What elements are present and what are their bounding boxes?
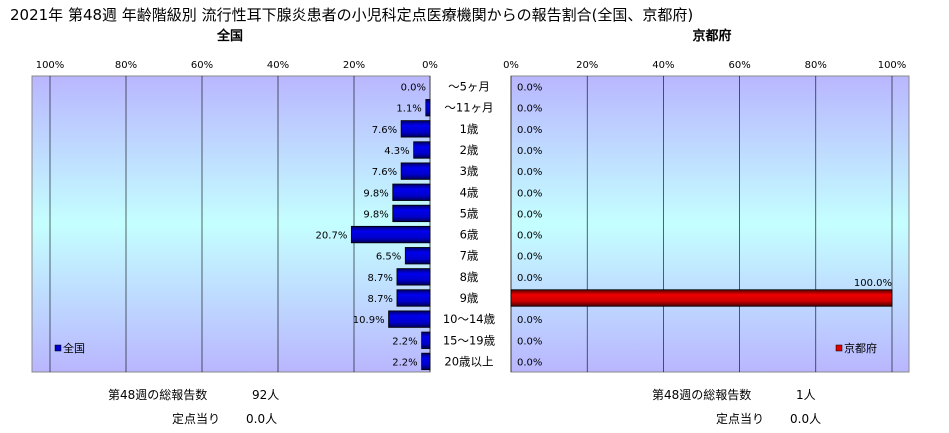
kyoto-data-label: 0.0% xyxy=(517,357,542,368)
kyoto-panel: 京都府 0% 20% 40% 60% 80% 100% 0.0% 0.0% 0.0% 0.0% 0.0… xyxy=(503,28,910,373)
national-data-label: 9.8% xyxy=(363,209,388,220)
kyoto-data-label: 0.0% xyxy=(517,252,542,263)
kyoto-data-label: 0.0% xyxy=(517,104,542,115)
kyoto-legend-swatch xyxy=(835,344,843,352)
category-labels: ～5ヶ月 ～11ヶ月 1歳 2歳 3歳 4歳 5歳 6歳 7歳 8歳 9歳 10～14歳 15～19歳 2… xyxy=(443,80,496,369)
kyoto-data-label: 0.0% xyxy=(517,125,542,136)
category-label: 8歳 xyxy=(460,270,479,284)
national-bar xyxy=(392,204,431,223)
category-label: 3歳 xyxy=(460,164,479,178)
national-data-label: 1.1% xyxy=(396,104,421,115)
national-total-label: 第48週の総報告数 xyxy=(108,388,208,402)
national-x-tick-label: 20% xyxy=(343,60,365,71)
national-bar xyxy=(413,141,431,159)
kyoto-bar xyxy=(510,289,893,307)
kyoto-data-label: 0.0% xyxy=(517,336,542,347)
kyoto-per-value: 0.0人 xyxy=(790,412,822,426)
national-data-label: 8.7% xyxy=(368,294,393,305)
kyoto-data-label: 0.0% xyxy=(517,273,542,284)
category-label: 5歳 xyxy=(460,206,479,220)
category-label: ～11ヶ月 xyxy=(444,101,493,115)
national-data-label: 10.9% xyxy=(353,315,385,326)
category-label: 4歳 xyxy=(460,185,479,199)
national-x-tick-label: 60% xyxy=(191,60,213,71)
national-panel: 全国 100% 80% 60% 40% 20% 0% 0.0% 1.1% 7.6% 4.3% 7.6%… xyxy=(31,28,438,373)
national-data-label: 7.6% xyxy=(372,125,397,136)
national-panel-title: 全国 xyxy=(216,28,243,44)
national-bar xyxy=(400,120,431,138)
category-label: 9歳 xyxy=(460,291,479,305)
category-label: 20歳以上 xyxy=(444,354,493,368)
national-bar xyxy=(421,331,431,349)
kyoto-data-label: 0.0% xyxy=(517,231,542,242)
national-bar xyxy=(421,352,431,371)
national-plot-area xyxy=(31,75,431,373)
national-data-label: 2.2% xyxy=(392,336,417,347)
chart-title: 2021年 第48週 年齢階級別 流行性耳下腺炎患者の小児科定点医療機関からの報… xyxy=(10,6,693,24)
category-label: 7歳 xyxy=(460,249,479,263)
kyoto-data-label: 0.0% xyxy=(517,209,542,220)
national-data-label: 9.8% xyxy=(363,188,388,199)
national-x-tick-label: 80% xyxy=(115,60,137,71)
kyoto-data-label: 0.0% xyxy=(517,167,542,178)
national-data-label: 6.5% xyxy=(376,252,401,263)
kyoto-data-label: 0.0% xyxy=(517,146,542,157)
kyoto-data-label: 0.0% xyxy=(517,83,542,94)
category-label: ～5ヶ月 xyxy=(448,80,490,94)
national-bar xyxy=(404,247,431,265)
national-x-tick-label: 40% xyxy=(267,60,289,71)
kyoto-x-tick-label: 20% xyxy=(576,60,598,71)
kyoto-total-value: 1人 xyxy=(796,388,816,402)
kyoto-total-label: 第48週の総報告数 xyxy=(652,388,752,402)
kyoto-legend-label: 京都府 xyxy=(844,341,877,355)
kyoto-x-tick-label: 40% xyxy=(652,60,674,71)
national-per-value: 0.0人 xyxy=(246,412,278,426)
national-legend-swatch xyxy=(54,344,62,352)
kyoto-x-tick-label: 60% xyxy=(728,60,750,71)
national-bar xyxy=(396,268,431,286)
kyoto-data-label: 0.0% xyxy=(517,315,542,326)
category-label: 2歳 xyxy=(460,143,479,157)
national-data-label: 8.7% xyxy=(368,273,393,284)
kyoto-per-label: 定点当り xyxy=(716,412,765,426)
national-per-label: 定点当り xyxy=(172,412,221,426)
kyoto-panel-title: 京都府 xyxy=(692,28,731,44)
national-data-label: 20.7% xyxy=(316,231,348,242)
national-bar xyxy=(350,225,431,244)
national-data-label: 4.3% xyxy=(384,146,409,157)
category-label: 15～19歳 xyxy=(443,333,496,347)
national-bar xyxy=(392,183,431,201)
national-total-value: 92人 xyxy=(252,388,280,402)
national-x-tick-label: 0% xyxy=(422,60,438,71)
kyoto-x-tick-label: 80% xyxy=(805,60,827,71)
category-label: 10～14歳 xyxy=(443,312,496,326)
kyoto-x-tick-label: 0% xyxy=(503,60,519,71)
national-data-label: 2.2% xyxy=(392,357,417,368)
national-bar xyxy=(388,310,431,328)
kyoto-data-label: 100.0% xyxy=(854,278,892,289)
national-bar xyxy=(425,99,431,117)
national-data-label: 0.0% xyxy=(401,83,426,94)
kyoto-plot-area xyxy=(510,75,910,373)
category-label: 1歳 xyxy=(460,122,479,136)
national-bar xyxy=(396,289,431,307)
category-label: 6歳 xyxy=(460,228,479,242)
national-bar xyxy=(400,162,431,180)
national-data-label: 7.6% xyxy=(372,167,397,178)
national-legend-label: 全国 xyxy=(63,341,85,355)
kyoto-data-label: 0.0% xyxy=(517,188,542,199)
kyoto-x-tick-label: 100% xyxy=(878,60,907,71)
national-x-tick-label: 100% xyxy=(36,60,65,71)
